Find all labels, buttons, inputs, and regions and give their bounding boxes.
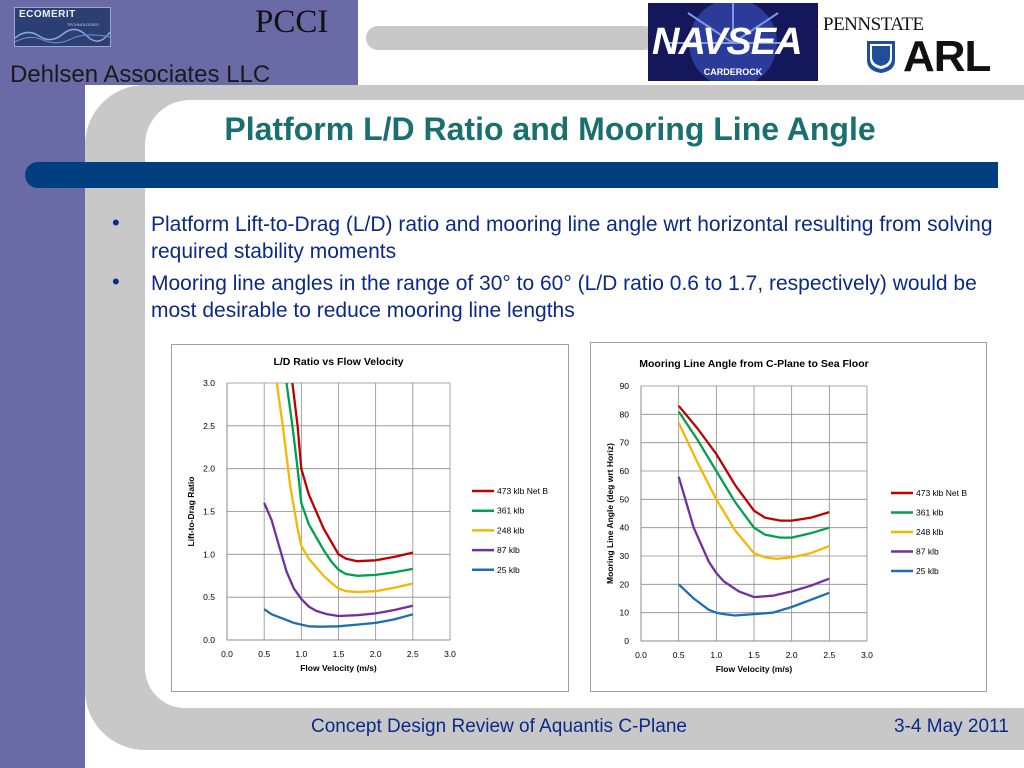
- legend-label: 25 klb: [497, 565, 520, 575]
- x-tick-label: 1.5: [333, 649, 345, 659]
- x-axis-label: Flow Velocity (m/s): [300, 663, 377, 673]
- series-line: [263, 608, 414, 628]
- series-line: [677, 583, 830, 617]
- chart-title: Mooring Line Angle from C-Plane to Sea F…: [639, 358, 868, 370]
- ld-ratio-chart-svg: L/D Ratio vs Flow Velocity 0.0 0.5 1.0 1.5 2.…: [186, 356, 548, 673]
- bullet-text-2: Mooring line angles in the range of 30° …: [151, 272, 977, 322]
- series-line: [677, 410, 830, 539]
- x-tick-label: 3.0: [444, 649, 456, 659]
- series-line: [677, 422, 830, 560]
- footer-title: Concept Design Review of Aquantis C-Plan…: [311, 716, 687, 737]
- left-sidebar-band: [0, 0, 85, 768]
- y-axis-label: Lift-to-Drag Ratio: [186, 477, 196, 547]
- pcci-logo: PCCI: [255, 4, 329, 40]
- y-tick-label: 0.5: [203, 592, 215, 602]
- footer-date: 3-4 May 2011: [894, 716, 1009, 737]
- legend-label: 361 klb: [916, 508, 944, 518]
- header-decorative-bar: [366, 26, 656, 50]
- legend-label: 361 klb: [497, 506, 525, 516]
- ld-ratio-chart: L/D Ratio vs Flow Velocity 0.0 0.5 1.0 1.5 2.…: [171, 344, 569, 692]
- legend-label: 248 klb: [916, 527, 944, 537]
- arl-logo: ARL: [903, 32, 991, 81]
- ecomerit-logo: ECOMERIT TECHNOLOGIES: [14, 7, 111, 47]
- content-left-tab: [101, 225, 145, 708]
- bullet-icon: •: [112, 269, 120, 294]
- y-tick-label: 1.0: [203, 549, 215, 559]
- y-tick-label: 60: [620, 466, 630, 476]
- navsea-logo: NAVSEA CARDEROCK: [648, 3, 818, 81]
- x-axis-label: Flow Velocity (m/s): [716, 664, 793, 674]
- slide-title: Platform L/D Ratio and Mooring Line Angl…: [224, 111, 876, 147]
- x-tick-label: 2.0: [370, 649, 382, 659]
- series-line: [291, 382, 414, 563]
- y-tick-label: 50: [620, 494, 630, 504]
- legend-label: 87 klb: [916, 547, 939, 557]
- x-tick-label: 3.0: [861, 650, 873, 660]
- x-tick-label: 0.0: [635, 650, 647, 660]
- series-line: [677, 476, 830, 599]
- legend-label: 25 klb: [916, 566, 939, 576]
- ecomerit-logo-text: ECOMERIT: [19, 9, 76, 20]
- y-tick-label: 70: [620, 438, 630, 448]
- legend-label: 473 klb Net B: [497, 486, 548, 496]
- wave-graphic-icon: [15, 28, 110, 44]
- legend-label: 248 klb: [497, 525, 525, 535]
- y-axis-label: Mooring Line Angle (deg wrt Horiz): [605, 443, 615, 584]
- y-tick-label: 0: [624, 636, 629, 646]
- y-tick-label: 0.0: [203, 635, 215, 645]
- chart-title: L/D Ratio vs Flow Velocity: [273, 356, 403, 368]
- x-tick-label: 0.5: [673, 650, 685, 660]
- penn-state-shield-icon: [867, 41, 895, 73]
- x-tick-label: 1.5: [748, 650, 760, 660]
- y-tick-label: 20: [620, 579, 630, 589]
- navsea-logo-text: NAVSEA: [652, 21, 803, 63]
- y-tick-label: 40: [620, 523, 630, 533]
- series-line: [263, 502, 414, 618]
- y-tick-label: 80: [620, 409, 630, 419]
- x-tick-label: 1.0: [295, 649, 307, 659]
- mooring-angle-chart: Mooring Line Angle from C-Plane to Sea F…: [590, 342, 987, 692]
- x-tick-label: 2.5: [823, 650, 835, 660]
- y-tick-label: 1.5: [203, 507, 215, 517]
- x-tick-label: 1.0: [710, 650, 722, 660]
- navsea-logo-subtext: CARDEROCK: [703, 67, 763, 77]
- series-line: [275, 382, 414, 594]
- y-tick-label: 30: [620, 551, 630, 561]
- pennstate-logo: PENNSTATE: [823, 14, 924, 35]
- ecomerit-logo-subtext: TECHNOLOGIES: [67, 22, 99, 27]
- y-tick-label: 10: [620, 608, 630, 618]
- series-line: [677, 405, 830, 522]
- x-tick-label: 2.0: [786, 650, 798, 660]
- mooring-angle-chart-svg: Mooring Line Angle from C-Plane to Sea F…: [605, 358, 967, 674]
- y-tick-label: 3.0: [203, 378, 215, 388]
- starburst-icon: [668, 3, 798, 81]
- bullet-icon: •: [112, 210, 120, 235]
- legend-label: 473 klb Net B: [916, 488, 967, 498]
- legend-label: 87 klb: [497, 545, 520, 555]
- x-tick-label: 0.5: [258, 649, 270, 659]
- x-tick-label: 2.5: [407, 649, 419, 659]
- company-name: Dehlsen Associates LLC: [10, 61, 271, 88]
- y-tick-label: 2.0: [203, 464, 215, 474]
- y-tick-label: 90: [620, 381, 630, 391]
- x-tick-label: 0.0: [221, 649, 233, 659]
- title-underline-bar: [25, 162, 998, 188]
- series-line: [285, 382, 414, 577]
- bullet-text-1: Platform Lift-to-Drag (L/D) ratio and mo…: [151, 213, 993, 263]
- y-tick-label: 2.5: [203, 421, 215, 431]
